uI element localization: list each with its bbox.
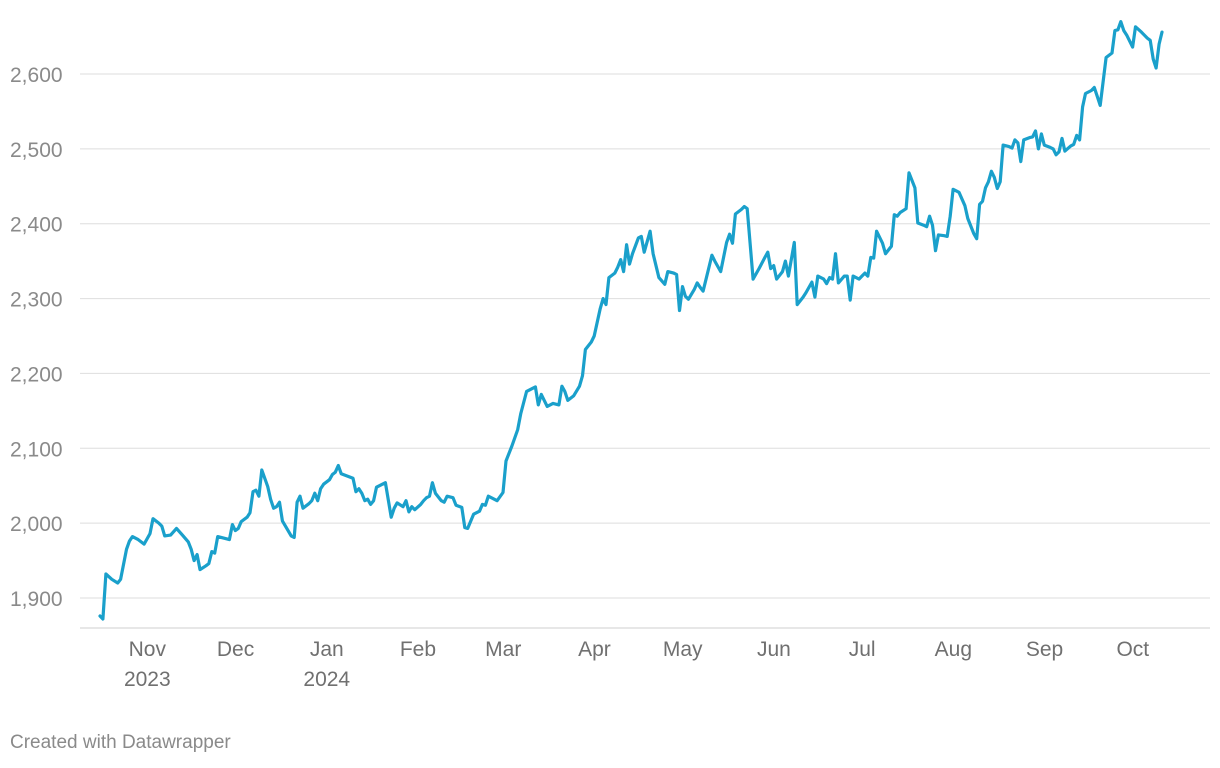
footer-credit: Created with Datawrapper (10, 732, 231, 753)
y-tick-label: 2,000 (10, 513, 63, 536)
y-axis-ticks: 1,900 2,000 2,100 2,200 2,300 2,400 2,500 2,600 (10, 64, 63, 611)
x-tick-label: Dec (217, 638, 254, 661)
x-tick-label: Feb (400, 638, 436, 661)
x-tick-label: Nov (129, 638, 167, 661)
x-tick-label: Jun (757, 638, 791, 661)
x-tick-label: Mar (485, 638, 521, 661)
series-line (98, 20, 1164, 621)
x-tick-label: Aug (935, 638, 972, 661)
x-tick-label: Jul (849, 638, 876, 661)
x-tick-year-label: 2024 (303, 668, 350, 691)
x-tick-year-label: 2023 (124, 668, 171, 691)
y-tick-label: 2,400 (10, 214, 63, 237)
x-tick-label: Jan (310, 638, 344, 661)
x-tick-label: Oct (1116, 638, 1149, 661)
x-tick-label: Sep (1026, 638, 1063, 661)
gridlines (80, 73, 1210, 599)
y-tick-label: 2,300 (10, 289, 63, 312)
y-tick-label: 2,100 (10, 438, 63, 461)
y-tick-label: 2,500 (10, 139, 63, 162)
x-tick-label: Apr (578, 638, 611, 661)
y-tick-label: 1,900 (10, 588, 63, 611)
y-tick-label: 2,600 (10, 64, 63, 87)
x-axis-ticks: Nov 2023 Dec Jan 2024 Feb Mar Apr May Jun Jul Aug Se… (124, 638, 1149, 691)
y-tick-label: 2,200 (10, 363, 63, 386)
x-tick-label: May (663, 638, 703, 661)
